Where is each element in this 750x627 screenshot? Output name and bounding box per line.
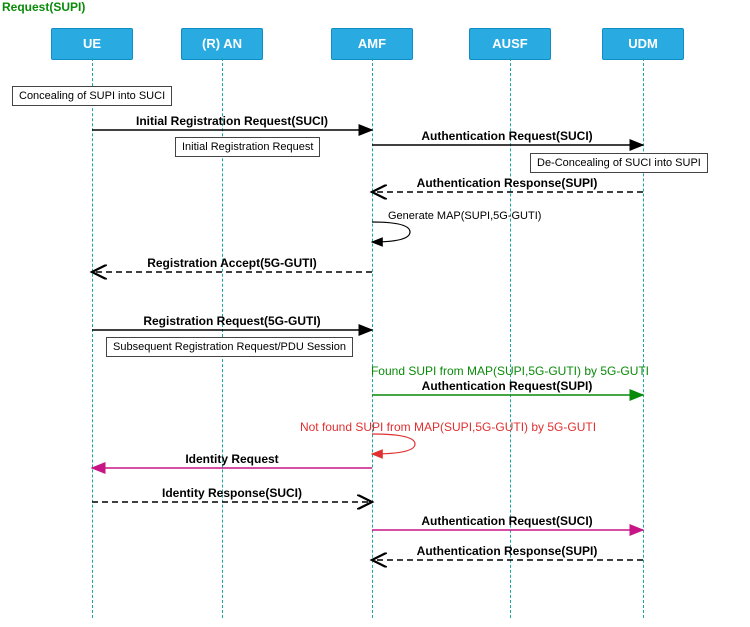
participant-udm: UDM: [602, 28, 684, 60]
msg-auth-req-suci-2: Authentication Request(SUCI): [421, 514, 592, 528]
note-subsequent-req: Subsequent Registration Request/PDU Sess…: [106, 337, 353, 357]
lifeline-amf: [372, 58, 373, 618]
sequence-diagram: UE (R) AN AMF AUSF UDM Concealing of SUP…: [0, 0, 750, 627]
msg-auth-resp-supi-1: Authentication Response(SUPI): [417, 176, 598, 190]
msg-initial-reg-req: Initial Registration Request(SUCI): [136, 114, 328, 128]
self-gen-map: Generate MAP(SUPI,5G-GUTI): [388, 210, 541, 222]
msg-reg-accept: Registration Accept(5G-GUTI): [147, 256, 317, 270]
msg-reg-req-guti: Registration Request(5G-GUTI): [143, 314, 320, 328]
lifeline-udm: [643, 58, 644, 618]
msg-auth-req-suci-1: Authentication Request(SUCI): [421, 129, 592, 143]
msg-auth-req-supi-real: Authentication Request(SUPI): [422, 379, 593, 393]
msg-found-supi: Found SUPI from MAP(SUPI,5G-GUTI) by 5G-…: [371, 364, 649, 378]
note-initial-req: Initial Registration Request: [175, 137, 320, 157]
participant-ausf: AUSF: [469, 28, 551, 60]
msg-not-found-supi: Not found SUPI from MAP(SUPI,5G-GUTI) by…: [300, 420, 596, 434]
participant-ran: (R) AN: [181, 28, 263, 60]
note-deconcealing: De-Concealing of SUCI into SUPI: [530, 153, 708, 173]
participant-ue: UE: [51, 28, 133, 60]
msg-identity-resp: Identity Response(SUCI): [162, 486, 302, 500]
lifeline-ue: [92, 58, 93, 618]
msg-identity-req: Identity Request: [185, 452, 278, 466]
msg-auth-resp-supi-2: Authentication Response(SUPI): [417, 544, 598, 558]
participant-amf: AMF: [331, 28, 413, 60]
msg-auth-req-supi: Authentication Request(SUPI): [0, 0, 85, 14]
note-concealing: Concealing of SUPI into SUCI: [12, 86, 172, 106]
